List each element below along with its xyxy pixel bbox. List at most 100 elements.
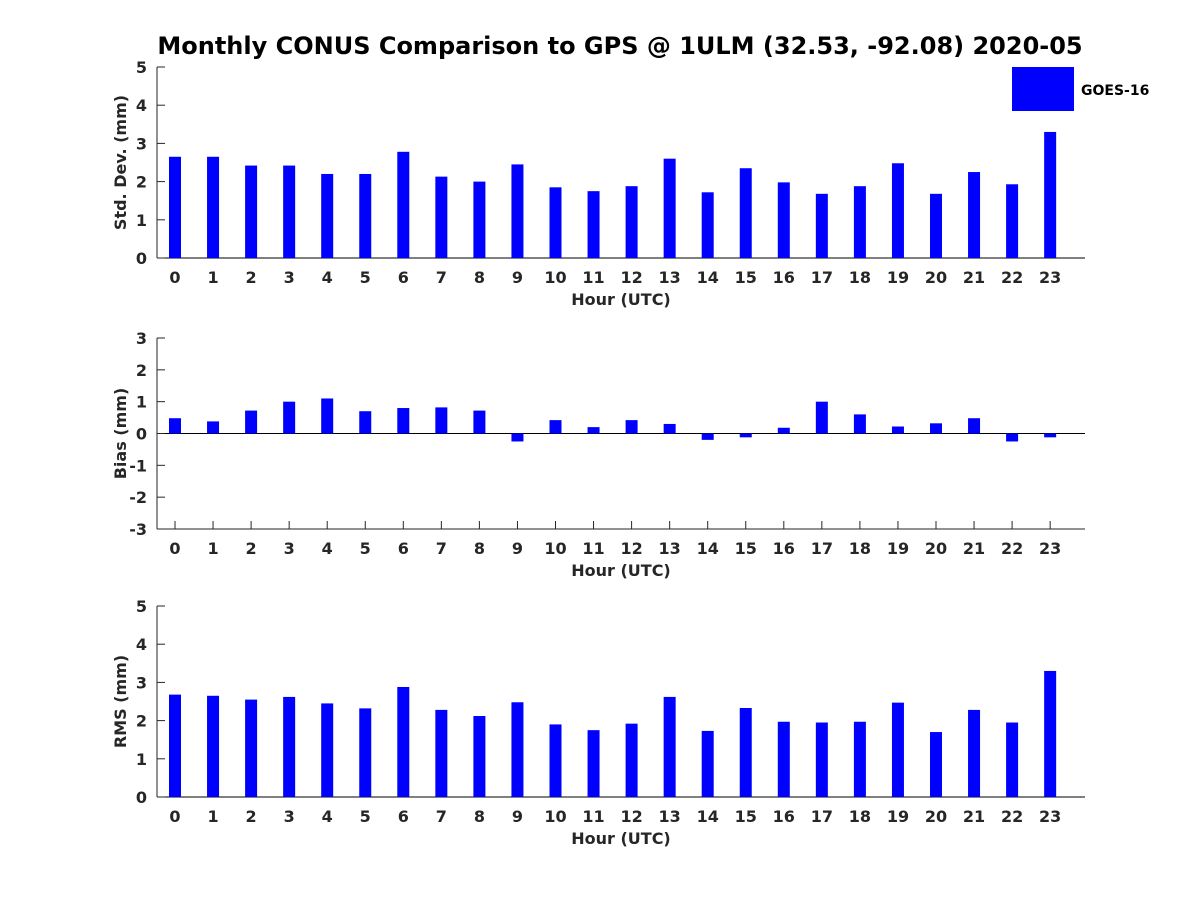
bar-hour-12 xyxy=(625,723,638,797)
x-tick-label: 13 xyxy=(659,268,681,287)
x-tick-label: 8 xyxy=(474,807,485,826)
y-tick-label: 2 xyxy=(136,173,147,192)
x-tick-label: 4 xyxy=(322,807,333,826)
x-tick-label: 22 xyxy=(1001,268,1023,287)
x-tick-label: 9 xyxy=(512,539,523,558)
bar-hour-10 xyxy=(549,420,562,434)
x-tick-label: 2 xyxy=(246,807,257,826)
x-tick-label: 11 xyxy=(582,807,604,826)
x-axis-label: Hour (UTC) xyxy=(571,829,671,848)
x-tick-label: 17 xyxy=(811,539,833,558)
bar-hour-1 xyxy=(207,695,220,797)
x-tick-label: 10 xyxy=(544,539,566,558)
x-tick-label: 3 xyxy=(284,807,295,826)
x-tick-label: 5 xyxy=(360,539,371,558)
bar-hour-4 xyxy=(321,173,334,258)
x-tick-label: 5 xyxy=(360,807,371,826)
y-tick-label: 0 xyxy=(136,249,147,268)
x-axis-label: Hour (UTC) xyxy=(571,290,671,309)
bar-hour-5 xyxy=(359,411,372,434)
bar-hour-14 xyxy=(701,730,714,797)
x-tick-label: 12 xyxy=(620,539,642,558)
bar-hour-9 xyxy=(511,164,524,258)
bar-hour-5 xyxy=(359,708,372,797)
y-axis-label: Std. Dev. (mm) xyxy=(111,95,130,230)
y-axis-label: Bias (mm) xyxy=(111,388,130,480)
bar-hour-3 xyxy=(283,401,296,434)
bar-hour-5 xyxy=(359,173,372,258)
y-tick-label: 3 xyxy=(136,673,147,692)
y-tick-label: 5 xyxy=(136,58,147,77)
x-tick-label: 23 xyxy=(1039,539,1061,558)
x-tick-label: 4 xyxy=(322,539,333,558)
bar-hour-19 xyxy=(891,702,904,797)
x-tick-label: 20 xyxy=(925,268,947,287)
bar-hour-11 xyxy=(587,191,600,258)
x-tick-label: 0 xyxy=(169,539,180,558)
x-tick-label: 0 xyxy=(169,807,180,826)
x-tick-label: 9 xyxy=(512,807,523,826)
x-tick-label: 15 xyxy=(735,807,757,826)
bar-hour-8 xyxy=(473,410,486,434)
x-tick-label: 16 xyxy=(773,539,795,558)
bar-hour-20 xyxy=(930,193,942,258)
legend: GOES-16 xyxy=(1012,67,1149,111)
x-tick-label: 23 xyxy=(1039,807,1061,826)
x-tick-label: 12 xyxy=(620,268,642,287)
x-tick-label: 10 xyxy=(544,807,566,826)
x-tick-label: 14 xyxy=(697,807,719,826)
bar-hour-19 xyxy=(891,426,904,434)
bar-hour-15 xyxy=(739,707,752,797)
bar-hour-4 xyxy=(321,703,334,797)
bar-hour-3 xyxy=(283,165,296,258)
bar-hour-4 xyxy=(321,398,334,434)
x-tick-label: 5 xyxy=(360,268,371,287)
y-tick-label: -1 xyxy=(129,456,147,475)
bar-hour-6 xyxy=(397,686,410,797)
x-tick-label: 17 xyxy=(811,268,833,287)
legend-label: GOES-16 xyxy=(1081,83,1149,99)
x-tick-label: 2 xyxy=(246,539,257,558)
bar-hour-1 xyxy=(207,421,220,434)
bar-hour-16 xyxy=(777,427,790,434)
x-tick-label: 7 xyxy=(436,539,447,558)
bar-hour-10 xyxy=(549,724,562,797)
bar-hour-13 xyxy=(663,158,676,258)
bar-hour-22 xyxy=(1006,433,1019,442)
bar-hour-11 xyxy=(587,427,600,434)
x-tick-label: 7 xyxy=(436,807,447,826)
legend-swatch xyxy=(1012,67,1074,111)
y-tick-label: 1 xyxy=(136,211,147,230)
bar-hour-10 xyxy=(549,187,562,258)
x-axis-label: Hour (UTC) xyxy=(571,561,671,580)
bar-hour-8 xyxy=(473,716,486,797)
bar-hour-7 xyxy=(435,176,448,258)
bar-hour-9 xyxy=(511,702,524,797)
x-tick-label: 19 xyxy=(887,268,909,287)
bar-hour-11 xyxy=(587,730,600,797)
bar-hour-0 xyxy=(169,694,181,797)
bar-hour-16 xyxy=(777,182,790,258)
bar-hour-7 xyxy=(435,407,448,434)
y-tick-label: 3 xyxy=(136,134,147,153)
bar-hour-12 xyxy=(625,420,638,434)
x-tick-label: 18 xyxy=(849,807,871,826)
x-tick-label: 21 xyxy=(963,539,985,558)
bar-hour-22 xyxy=(1006,722,1019,797)
bar-hour-12 xyxy=(625,186,638,258)
y-tick-label: 1 xyxy=(136,393,147,412)
x-tick-label: 0 xyxy=(169,268,180,287)
x-tick-label: 18 xyxy=(849,539,871,558)
x-tick-label: 2 xyxy=(246,268,257,287)
y-tick-label: 5 xyxy=(136,597,147,616)
bar-hour-7 xyxy=(435,709,448,797)
x-tick-label: 6 xyxy=(398,807,409,826)
bar-hour-6 xyxy=(397,151,410,258)
x-tick-label: 14 xyxy=(697,539,719,558)
x-tick-label: 10 xyxy=(544,268,566,287)
bar-hour-23 xyxy=(1044,131,1057,258)
bar-hour-17 xyxy=(815,722,828,797)
